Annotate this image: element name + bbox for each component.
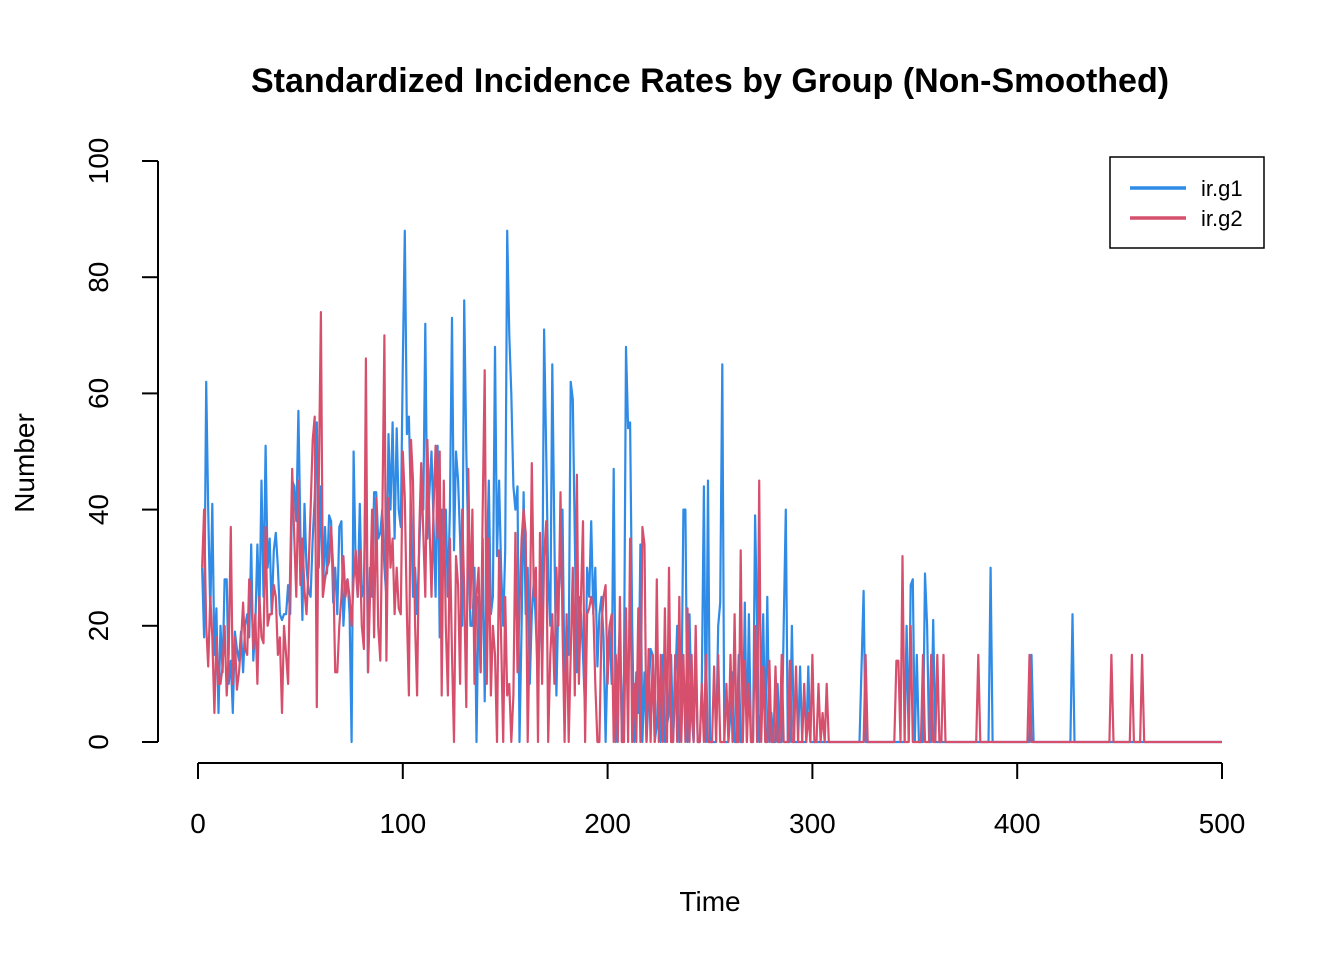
y-axis-label: Number [9,413,40,513]
y-tick-label: 80 [83,262,114,293]
y-tick-label: 40 [83,494,114,525]
legend-label-ir-g1: ir.g1 [1201,176,1243,201]
x-tick-label: 200 [584,808,631,839]
x-tick-label: 400 [994,808,1041,839]
series-line-ir-g1 [201,229,1222,744]
y-tick-label: 60 [83,378,114,409]
x-tick-label: 500 [1199,808,1246,839]
x-tick-label: 300 [789,808,836,839]
legend-box [1109,156,1265,249]
series-line-ir-g2 [201,311,1222,744]
y-tick-label: 0 [83,734,114,750]
x-axis: 0 100 200 300 400 500 [190,762,1246,839]
chart-title: Standardized Incidence Rates by Group (N… [251,62,1169,100]
series-layer [201,229,1222,744]
y-tick-label: 100 [83,138,114,185]
x-axis-label: Time [679,886,740,917]
x-tick-label: 0 [190,808,206,839]
legend-label-ir-g2: ir.g2 [1201,206,1243,231]
y-axis: 0 20 40 60 80 100 [83,138,159,750]
y-tick-label: 20 [83,610,114,641]
legend: ir.g1 ir.g2 [1109,156,1265,249]
x-tick-label: 100 [379,808,426,839]
